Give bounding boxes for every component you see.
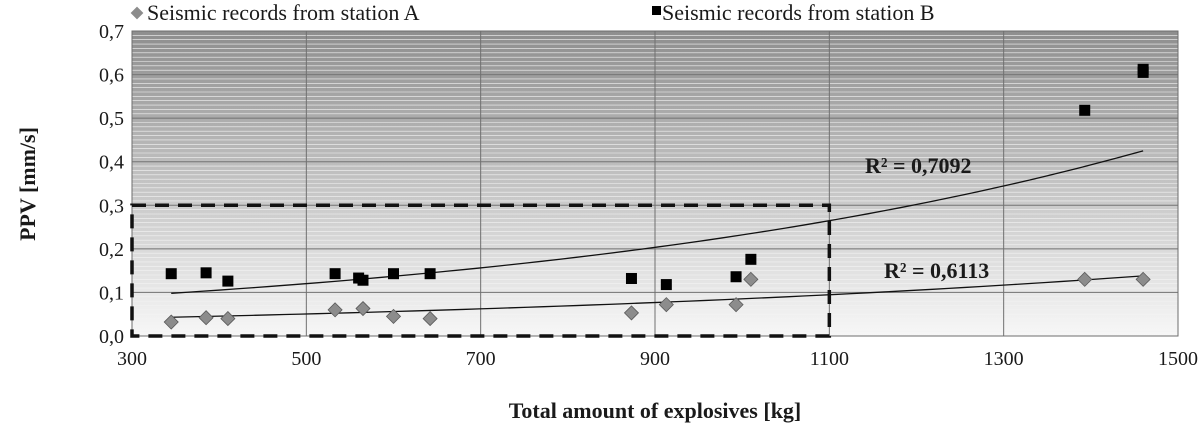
- station-a-point: [327, 302, 343, 318]
- series-station-b-points: [165, 63, 1149, 291]
- y-tick-label: 0,4: [99, 152, 124, 174]
- station-b-point: [329, 268, 341, 280]
- station-a-point: [728, 297, 744, 313]
- station-a-point: [1135, 271, 1151, 287]
- station-a-point: [220, 311, 236, 327]
- station-b-point: [222, 275, 234, 287]
- station-b-point: [424, 268, 436, 280]
- station-b-point: [730, 271, 742, 283]
- legend-marker-station-b: [652, 6, 661, 15]
- station-b-point: [1137, 63, 1149, 75]
- series-station-a-points: [163, 271, 1151, 330]
- x-tick-label: 1100: [810, 348, 849, 370]
- trendline-station-b: [171, 150, 1144, 294]
- station-b-point: [165, 268, 177, 280]
- station-b-point: [745, 253, 757, 265]
- legend-label-station-b: Seismic records from station B: [662, 0, 935, 25]
- x-tick-label: 300: [117, 348, 147, 370]
- y-tick-label: 0,7: [99, 21, 124, 43]
- station-a-point: [355, 300, 371, 317]
- legend: Seismic records from station A Seismic r…: [130, 0, 935, 25]
- legend-label-station-a: Seismic records from station A: [147, 0, 420, 25]
- y-axis-title: PPV [mm/s]: [15, 127, 40, 241]
- station-a-point: [623, 305, 640, 321]
- dashed-highlight-rectangle: [130, 203, 832, 338]
- station-a-point: [422, 311, 438, 327]
- x-axis-title: Total amount of explosives [kg]: [509, 398, 802, 423]
- y-tick-label: 0,1: [99, 282, 124, 304]
- y-tick-label: 0,5: [99, 108, 124, 130]
- station-b-point: [388, 268, 399, 280]
- station-a-point: [743, 271, 759, 287]
- station-b-point: [200, 267, 212, 279]
- x-tick-label: 700: [466, 348, 496, 370]
- station-b-point: [625, 272, 637, 284]
- station-a-point: [1077, 271, 1093, 287]
- r2-label-station-a: R² = 0,6113: [884, 258, 989, 283]
- r2-label-station-b: R² = 0,7092: [865, 153, 972, 178]
- station-b-point: [1079, 104, 1091, 116]
- y-tick-label: 0,6: [99, 65, 124, 87]
- station-a-point: [163, 314, 179, 330]
- legend-marker-station-a: [130, 6, 144, 20]
- station-b-point: [660, 279, 672, 291]
- station-a-point: [658, 297, 674, 313]
- x-axis-tick-labels: 300 500 700 900 1100 1300 1500: [117, 348, 1198, 370]
- x-tick-label: 900: [640, 348, 670, 370]
- y-axis-tick-labels: 0,0 0,1 0,2 0,3 0,4 0,5 0,6 0,7: [99, 21, 124, 348]
- y-tick-label: 0,2: [99, 239, 124, 261]
- x-tick-label: 1500: [1158, 348, 1198, 370]
- y-tick-label: 0,3: [99, 195, 124, 217]
- y-tick-label: 0,0: [99, 326, 124, 348]
- x-tick-label: 500: [291, 348, 321, 370]
- station-a-point: [198, 310, 214, 326]
- station-a-point: [385, 308, 402, 324]
- station-b-point: [357, 274, 369, 286]
- x-tick-label: 1300: [984, 348, 1024, 370]
